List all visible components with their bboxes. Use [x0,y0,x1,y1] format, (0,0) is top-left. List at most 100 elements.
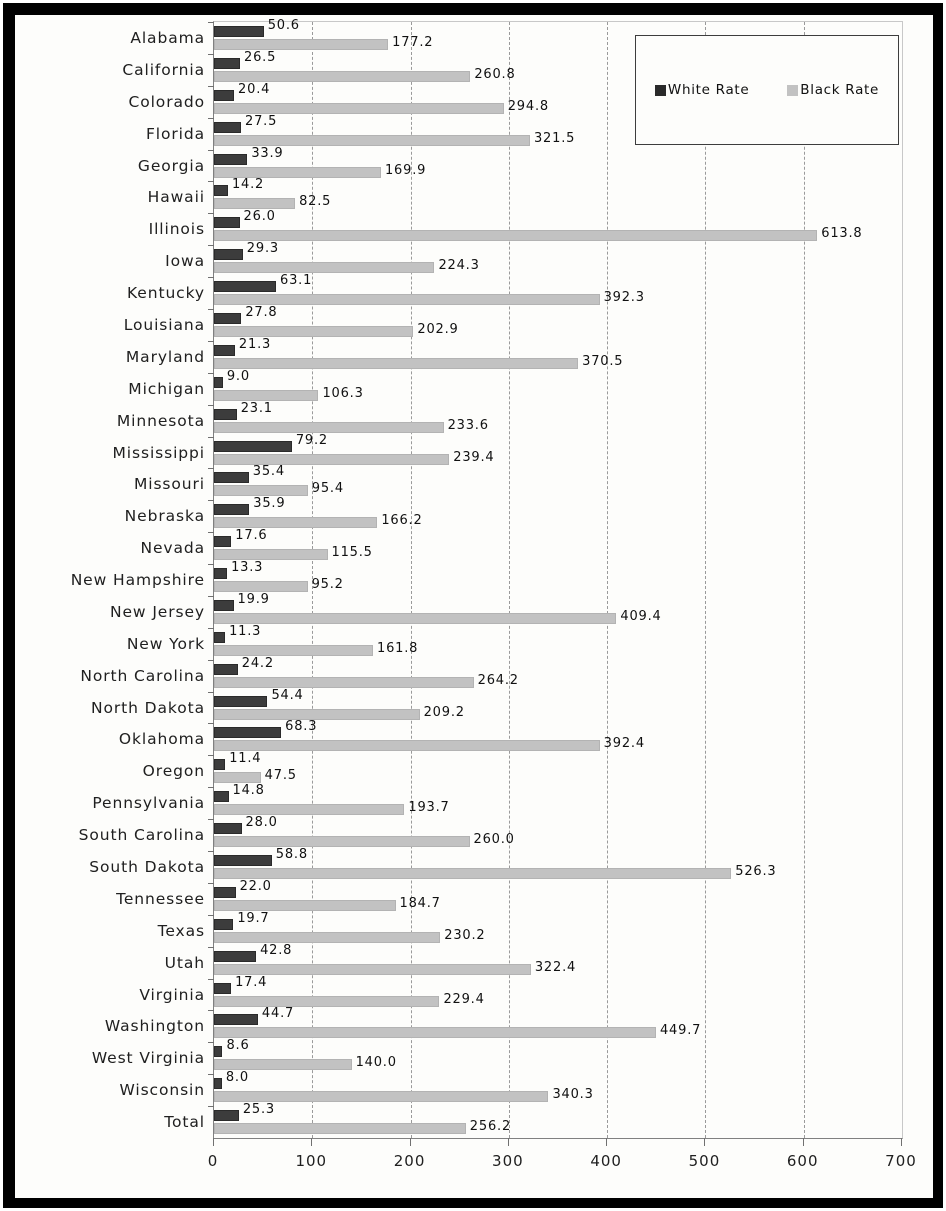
bar-label-black-rate: 209.2 [423,704,465,720]
bar-black-rate [214,740,600,752]
bar-label-white-rate: 58.8 [275,847,308,863]
y-axis-tick [208,22,214,23]
chart-row: Oklahoma 68.3 392.4 [119,719,902,756]
bar-white-rate [214,376,223,388]
bar-label-white-rate: 21.3 [238,336,272,352]
bar-label-white-rate: 8.0 [225,1070,249,1086]
category-label: Michigan [128,379,205,398]
bar-black-rate [214,102,504,114]
legend-item-white-rate[interactable]: White Rate [654,82,750,98]
chart-row: Pennsylvania 14.8 193.7 [92,783,902,820]
bar-black-rate [214,772,261,784]
category-label: South Carolina [78,826,205,845]
bar-label-black-rate: 95.4 [311,481,344,497]
bar-label-black-rate: 260.8 [474,66,516,82]
bar-label-black-rate: 321.5 [533,130,576,146]
chart-row: Tennessee 22.0 184.7 [116,879,902,916]
bar-white-rate [214,886,236,898]
bar-label-black-rate: 177.2 [392,35,434,50]
bar-label-white-rate: 54.4 [271,687,304,703]
x-axis-tick [311,1138,313,1146]
bar-black-rate [214,676,474,688]
chart-canvas: Alabama 50.6 177.2 California 26.5 260.8 Color… [15,15,933,1198]
bar-label-white-rate: 11.4 [229,751,262,767]
chart-row: Wisconsin 8.0 340.3 [119,1070,902,1107]
bar-black-rate [214,421,444,433]
chart-row: Alabama 50.6 177.2 [130,18,902,55]
bar-black-rate [214,708,420,720]
category-label: Kentucky [127,284,205,303]
bar-white-rate [214,249,243,261]
bar-white-rate [214,982,232,994]
bar-label-black-rate: 82.5 [299,194,332,210]
bar-label-white-rate: 79.2 [295,432,328,448]
y-axis-tick [208,659,214,661]
category-label: Hawaii [147,188,205,207]
chart-row: Oregon 11.4 47.5 [143,751,902,788]
y-axis-tick [208,1042,214,1044]
chart-row: Maryland 21.3 370.5 [126,337,902,374]
bar-label-black-rate: 169.9 [384,162,427,178]
bar-white-rate [214,1078,222,1090]
chart-row: New York 11.3 161.8 [127,624,902,661]
y-axis-tick [208,882,214,884]
chart-legend: White Rate Black Rate [635,35,899,145]
bar-label-black-rate: 392.3 [603,290,645,306]
x-axis-tick [802,1138,804,1146]
category-label: Florida [145,124,205,143]
bar-label-white-rate: 27.8 [245,304,278,320]
chart-row: Utah 42.8 322.4 [165,943,902,980]
bar-label-white-rate: 9.0 [226,368,250,384]
bar-label-black-rate: 166.2 [381,513,423,529]
bar-label-black-rate: 140.0 [355,1055,397,1071]
y-axis-tick [208,627,214,629]
bar-label-white-rate: 19.9 [237,591,270,607]
bar-white-rate [214,89,235,101]
bar-label-black-rate: 260.0 [473,832,515,848]
bar-black-rate [214,836,470,848]
bar-label-black-rate: 526.3 [735,864,777,880]
bar-white-rate [214,281,277,293]
bar-label-black-rate: 256.2 [469,1119,512,1135]
chart-row: Louisiana 27.8 202.9 [124,305,902,342]
y-axis-tick [208,181,214,183]
x-axis-tick [409,1138,411,1146]
plot-area: Alabama 50.6 177.2 California 26.5 260.8 Color… [71,18,903,1139]
y-axis-tick [208,1074,214,1076]
bar-black-rate [214,804,405,816]
bar-label-white-rate: 29.3 [246,241,279,257]
bar-white-rate [214,121,242,133]
legend-swatch-icon [654,84,666,96]
y-axis-tick [208,53,214,55]
category-label: Virginia [139,985,205,1004]
bar-label-white-rate: 26.5 [244,49,277,65]
bar-white-rate [214,536,232,548]
category-label: South Dakota [89,858,205,877]
chart-row: Missouri 35.4 95.4 [134,464,902,501]
bar-label-white-rate: 11.3 [229,623,262,639]
x-axis: 0 100 200 300 400 500 600 700 [208,1138,916,1184]
chart-row: Washington 44.7 449.7 [105,1006,902,1043]
bar-white-rate [214,440,292,452]
bar-black-rate [214,294,600,306]
y-axis-tick [208,468,214,470]
chart-row: Texas 19.7 230.2 [158,911,902,948]
category-label: North Carolina [80,666,205,685]
category-label: California [122,60,205,79]
bar-label-black-rate: 294.8 [507,98,549,114]
category-label: Minnesota [116,411,205,430]
bar-label-white-rate: 24.2 [241,655,274,671]
bar-label-white-rate: 8.6 [226,1038,250,1054]
bar-black-rate [214,549,328,561]
bar-label-white-rate: 28.0 [245,815,278,831]
bar-label-black-rate: 193.7 [408,800,450,816]
chart-row: New Hampshire 13.3 95.2 [71,560,902,597]
x-axis-tick [606,1138,608,1146]
bar-black-rate [214,134,530,146]
chart-row: Mississippi 79.2 239.4 [113,433,902,470]
category-label: Total [164,1113,205,1132]
category-label: Illinois [148,220,205,239]
legend-item-black-rate[interactable]: Black Rate [787,82,879,98]
y-axis-tick [208,1010,214,1012]
bar-black-rate [214,453,450,465]
